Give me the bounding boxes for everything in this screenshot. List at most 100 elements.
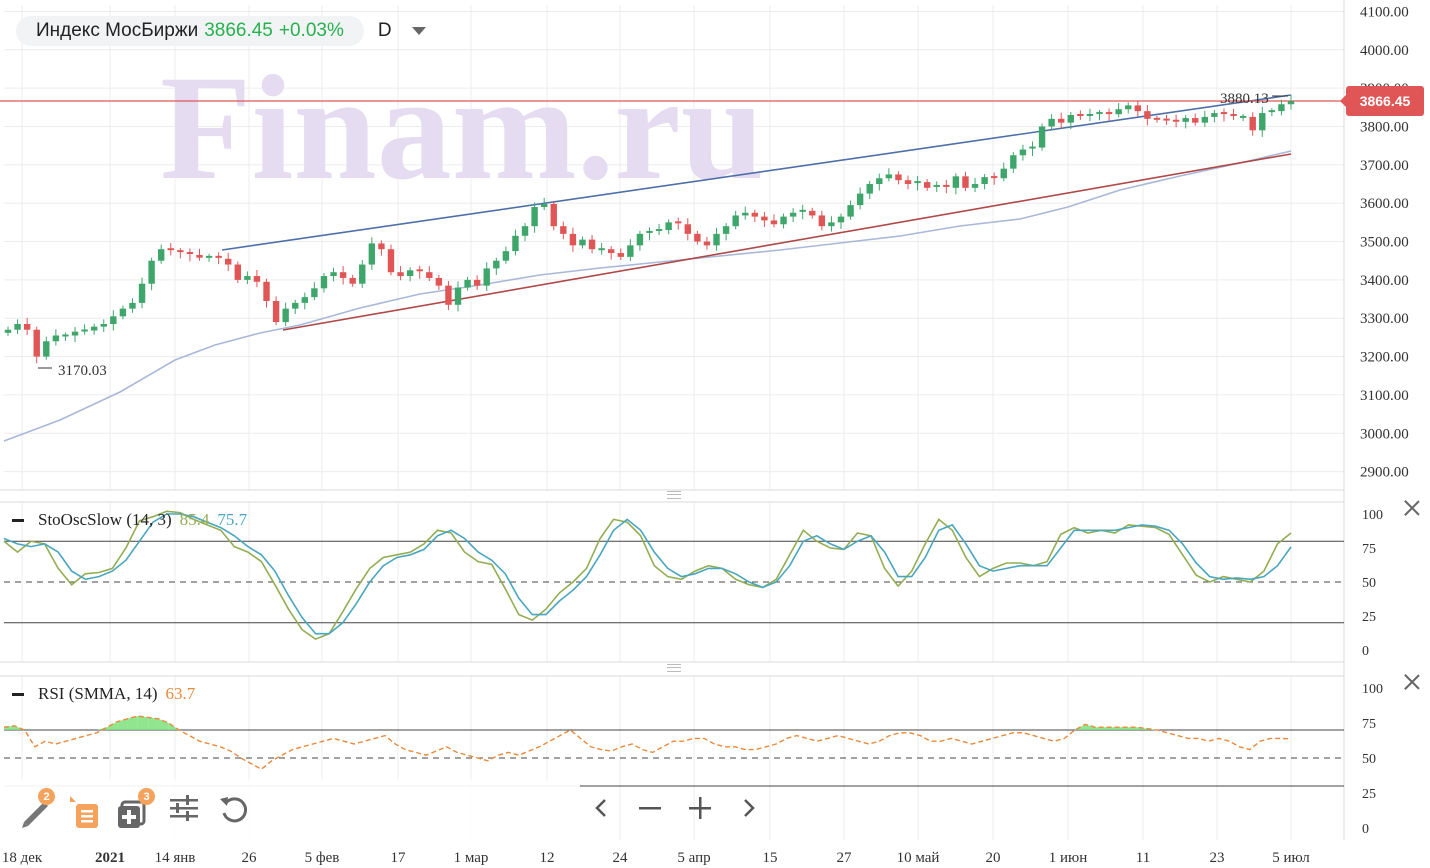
settings-sliders-icon[interactable]	[168, 794, 200, 824]
pane-resize-handle[interactable]	[667, 664, 681, 672]
x-tick-label: 1 июн	[1049, 850, 1088, 866]
scroll-right-button[interactable]	[733, 792, 765, 824]
candle-body	[828, 222, 835, 227]
candle-body	[636, 233, 644, 246]
candle-body	[962, 176, 969, 188]
scroll-left-button[interactable]	[585, 792, 617, 824]
candle-body	[646, 230, 653, 233]
add-layer-icon[interactable]: 3	[118, 788, 155, 828]
candle-body	[406, 270, 414, 277]
x-tick-label: 12	[540, 850, 555, 866]
candle-body	[1125, 105, 1132, 110]
collapse-dash-icon[interactable]	[12, 692, 24, 696]
candle-body	[454, 287, 462, 305]
reset-icon[interactable]	[218, 793, 250, 825]
candle-body	[1077, 113, 1084, 116]
watermark: Finam.ru	[160, 45, 764, 211]
x-tick-label: 15	[763, 850, 778, 866]
candle-body	[493, 260, 500, 269]
close-icon[interactable]	[1404, 500, 1420, 516]
candle-body	[1134, 105, 1142, 112]
candle-body	[1019, 149, 1027, 156]
chevron-left-icon	[595, 799, 606, 817]
candle-body	[349, 277, 356, 284]
y-tick-label: 50	[1362, 752, 1376, 767]
upper-trend-line	[221, 94, 1292, 251]
candle-body	[904, 180, 912, 185]
candle-body	[435, 277, 443, 286]
rsi-title: RSI (SMMA, 14)	[38, 684, 158, 703]
candle-body	[742, 212, 749, 216]
x-tick-label: 27	[837, 850, 853, 866]
minus-icon	[639, 807, 661, 810]
x-tick-label: 23	[1210, 850, 1225, 866]
pencil-icon[interactable]: 2	[20, 788, 56, 828]
y-tick-label: 3600.00	[1360, 196, 1409, 212]
candle-body	[703, 241, 711, 246]
rsi-overbought-fill	[106, 721, 118, 730]
candle-body	[1029, 146, 1036, 149]
pane-resize-handle[interactable]	[667, 491, 681, 499]
candle-body	[1211, 113, 1218, 117]
candle-body	[14, 323, 21, 330]
zoom-out-button[interactable]	[634, 792, 666, 824]
y-tick-label: 3300.00	[1360, 311, 1409, 327]
candle-body	[272, 300, 280, 323]
candle-body	[981, 177, 988, 185]
candle-body	[1067, 114, 1074, 123]
x-tick-label: 10 май	[897, 850, 940, 866]
candle-body	[943, 184, 950, 187]
period-selector[interactable]: D	[377, 20, 392, 41]
stoch-series-line	[3, 513, 1292, 635]
zoom-in-button[interactable]	[684, 792, 716, 824]
candle-body	[81, 329, 88, 332]
candle-body	[253, 276, 261, 282]
candle-body	[339, 272, 347, 278]
candle-body	[598, 248, 605, 251]
candle-body	[148, 260, 155, 284]
rsi-value: 63.7	[165, 684, 196, 703]
y-tick-label: 4000.00	[1360, 43, 1409, 59]
candle-body	[71, 331, 79, 336]
y-tick-label: 75	[1362, 542, 1376, 557]
candle-body	[540, 203, 548, 208]
candle-body	[1153, 117, 1161, 120]
y-tick-label: 3400.00	[1360, 273, 1409, 289]
x-tick-label: 26	[242, 850, 258, 866]
candle-body	[320, 276, 328, 289]
rsi-overbought-fill	[127, 716, 138, 730]
chevron-down-icon[interactable]	[411, 27, 426, 35]
list-icon[interactable]	[70, 792, 100, 828]
candle-body	[521, 226, 529, 236]
candle-body	[847, 205, 854, 217]
candle-body	[196, 254, 203, 258]
y-tick-label: 25	[1362, 610, 1376, 625]
candle-body	[1105, 112, 1113, 115]
candle-body	[263, 281, 270, 301]
y-tick-label: 0	[1362, 822, 1369, 837]
candle-body	[1220, 112, 1228, 115]
candle-body	[837, 216, 845, 223]
candle-body	[1278, 104, 1285, 112]
high-annotation: 3880.13	[1220, 91, 1269, 107]
rsi-overbought-fill	[137, 716, 149, 730]
collapse-dash-icon[interactable]	[12, 518, 24, 522]
instrument-change: +0.03%	[278, 20, 344, 41]
candle-body	[933, 184, 940, 187]
y-tick-label: 3500.00	[1360, 235, 1409, 251]
instrument-pill[interactable]: Индекс МосБиржи 3866.45 +0.03%	[16, 16, 364, 46]
close-icon[interactable]	[1404, 674, 1420, 690]
x-tick-label: 5 июл	[1272, 850, 1310, 866]
candle-body	[1144, 111, 1151, 119]
last-price-tag	[1346, 86, 1424, 116]
candle-body	[971, 184, 979, 188]
candle-body	[923, 182, 931, 188]
x-tick-label: 2021	[95, 850, 125, 866]
y-tick-label: 50	[1362, 576, 1376, 591]
x-tick-label: 5 фев	[305, 850, 340, 866]
last-price-tag-arrow	[1340, 95, 1346, 107]
candle-body	[1086, 113, 1094, 116]
candle-body	[426, 272, 433, 278]
candle-body	[225, 258, 232, 265]
